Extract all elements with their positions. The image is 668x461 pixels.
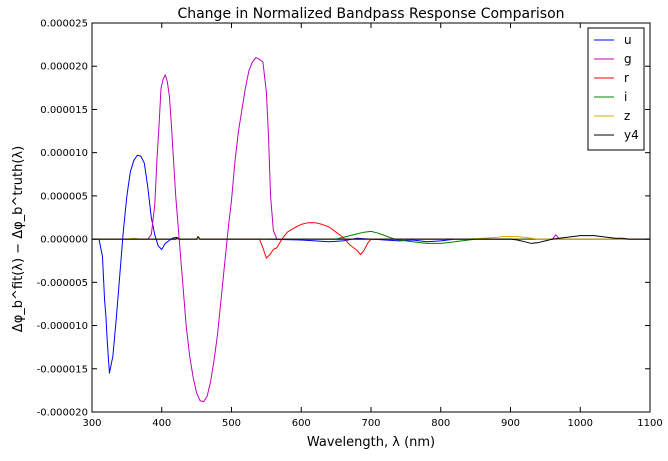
series-line-r — [92, 222, 650, 259]
x-tick-label: 1100 — [637, 418, 662, 429]
legend-box — [587, 27, 645, 151]
series-line-y4 — [92, 235, 650, 244]
y-tick-label: 0.000010 — [40, 148, 88, 159]
legend-label-u: u — [624, 33, 632, 47]
legend-label-i: i — [624, 90, 627, 104]
x-tick-label: 600 — [292, 418, 311, 429]
x-tick-label: 300 — [82, 418, 101, 429]
y-tick-label: -0.000015 — [37, 364, 88, 375]
axes-ticks: 300 400 500 600 700 800 900 1000 1100 -0.000020 -0… — [37, 19, 663, 430]
y-tick-label: 0.000015 — [40, 105, 88, 116]
x-tick-label: 700 — [361, 418, 380, 429]
chart-title: Change in Normalized Bandpass Response C… — [177, 6, 564, 22]
y-tick-label: -0.000020 — [37, 408, 88, 419]
y-tick-label: -0.000005 — [37, 278, 88, 289]
x-axis-label: Wavelength, λ (nm) — [307, 435, 435, 450]
series-line-i — [92, 230, 650, 244]
y-tick-label: 0.000020 — [40, 62, 88, 73]
x-tick-label: 800 — [431, 418, 450, 429]
legend-label-r: r — [624, 71, 629, 85]
x-tick-label: 400 — [152, 418, 171, 429]
y-tick-label: 0.000005 — [40, 191, 88, 202]
x-tick-label: 1000 — [568, 418, 593, 429]
x-tick-label: 500 — [222, 418, 241, 429]
legend-label-y4: y4 — [624, 128, 639, 142]
legend-label-g: g — [624, 52, 632, 66]
y-axis-label: Δφ_b^fit(λ) − Δφ_b^truth(λ) — [11, 146, 26, 332]
series-lines — [92, 57, 650, 403]
plot-area — [92, 57, 650, 403]
x-tick-label: 900 — [501, 418, 520, 429]
y-tick-label: 0.000025 — [40, 19, 88, 30]
y-tick-label: -0.000010 — [37, 321, 88, 332]
y-tick-label: 0.000000 — [40, 235, 88, 246]
legend-label-z: z — [624, 109, 630, 123]
